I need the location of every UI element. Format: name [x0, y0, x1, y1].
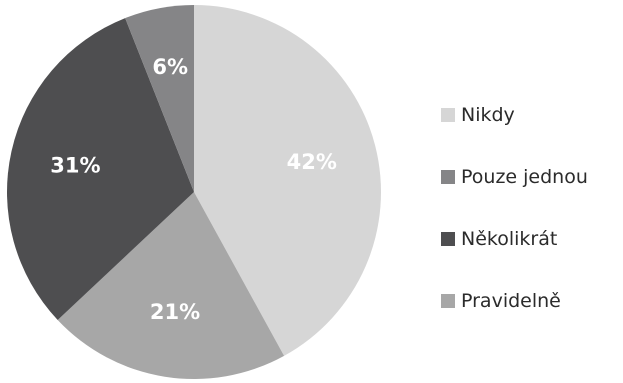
pie-slice-nekolikrat — [6, 18, 194, 321]
legend-label: Pravidelně — [461, 290, 561, 312]
legend-swatch — [441, 294, 455, 308]
legend-swatch — [441, 170, 455, 184]
legend: Nikdy Pouze jednou Několikrát Pravidelně — [441, 104, 588, 312]
pie-slice-labels: 42% 21% 31% 6% — [50, 55, 337, 324]
legend-label: Pouze jednou — [461, 166, 588, 188]
pie-slice-label-pouze-jednou: 6% — [152, 55, 188, 79]
legend-label: Několikrát — [461, 228, 557, 250]
pie-slices — [6, 5, 382, 380]
pie-slice-pravidelne — [57, 192, 285, 380]
legend-swatch — [441, 108, 455, 122]
legend-label: Nikdy — [461, 104, 515, 126]
legend-item-nekolikrat: Několikrát — [441, 228, 557, 250]
legend-item-pravidelne: Pravidelně — [441, 290, 561, 312]
legend-swatch — [441, 232, 455, 246]
pie-slice-label-nekolikrat: 31% — [50, 153, 100, 177]
pie-slice-pouze-jednou — [125, 5, 194, 192]
legend-item-pouze-jednou: Pouze jednou — [441, 166, 588, 188]
pie-slice-label-nikdy: 42% — [287, 150, 337, 174]
pie-slice-label-pravidelne: 21% — [150, 300, 200, 324]
legend-item-nikdy: Nikdy — [441, 104, 515, 126]
pie-slice-nikdy — [194, 5, 382, 356]
